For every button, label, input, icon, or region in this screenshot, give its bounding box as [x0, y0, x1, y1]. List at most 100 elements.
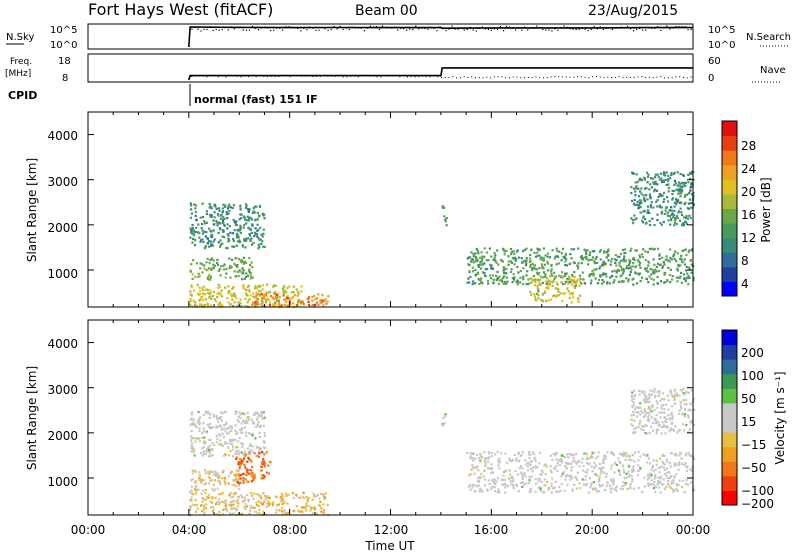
range-gate-cell	[261, 212, 264, 215]
range-gate-cell	[263, 432, 266, 435]
range-gate-cell	[199, 262, 202, 265]
range-gate-cell	[198, 471, 201, 474]
range-gate-cell	[314, 303, 317, 306]
range-gate-cell	[666, 476, 669, 480]
range-gate-cell	[193, 437, 196, 440]
range-gate-cell	[239, 227, 242, 231]
range-gate-cell	[312, 506, 315, 510]
range-gate-cell	[483, 272, 486, 275]
range-gate-cell	[192, 451, 196, 454]
range-gate-cell	[594, 464, 597, 467]
range-gate-cell	[246, 215, 249, 218]
range-gate-cell	[637, 187, 640, 190]
range-gate-cell	[268, 497, 271, 500]
range-gate-cell	[242, 476, 245, 480]
range-gate-cell	[568, 296, 571, 300]
range-gate-cell	[529, 463, 532, 466]
range-gate-cell	[230, 429, 233, 432]
nsearch-point	[203, 28, 205, 30]
range-gate-cell	[538, 462, 541, 465]
nave-point	[316, 75, 318, 77]
range-gate-cell	[253, 211, 256, 214]
range-gate-cell	[481, 282, 484, 285]
nsearch-point	[248, 29, 251, 31]
range-gate-cell	[648, 400, 651, 404]
nave-point	[618, 76, 620, 78]
nsearch-point	[297, 27, 299, 30]
range-gate-cell	[663, 273, 666, 276]
nsearch-point	[660, 29, 662, 32]
nave-point	[384, 75, 386, 77]
range-gate-cell	[681, 189, 684, 192]
range-gate-cell	[656, 247, 660, 250]
range-gate-cell	[207, 455, 210, 458]
range-gate-cell	[256, 211, 259, 215]
range-gate-cell	[648, 477, 651, 480]
nave-point	[342, 76, 344, 78]
range-gate-cell	[594, 465, 597, 468]
nsearch-point	[381, 25, 384, 27]
range-gate-cell	[202, 430, 205, 433]
range-gate-cell	[622, 270, 625, 273]
range-gate-cell	[670, 422, 673, 425]
range-gate-cell	[575, 453, 578, 456]
range-gate-cell	[535, 292, 538, 295]
range-gate-cell	[211, 510, 214, 513]
range-gate-cell	[537, 249, 540, 252]
range-gate-cell	[571, 489, 574, 492]
range-gate-cell	[305, 496, 308, 499]
range-gate-cell	[295, 288, 298, 291]
nave-tick-high: 60	[708, 56, 721, 67]
range-gate-cell	[205, 221, 208, 224]
range-gate-cell	[571, 291, 575, 294]
range-gate-cell	[651, 390, 654, 393]
range-gate-cell	[669, 475, 672, 478]
range-gate-cell	[216, 472, 219, 475]
range-gate-cell	[561, 247, 565, 250]
range-gate-cell	[560, 281, 563, 284]
range-gate-cell	[222, 236, 226, 239]
range-gate-cell	[555, 458, 558, 461]
range-gate-cell	[240, 261, 243, 264]
nsearch-point	[536, 25, 538, 27]
range-gate-cell	[225, 504, 228, 507]
range-gate-cell	[477, 252, 480, 255]
range-gate-cell	[219, 434, 222, 437]
nsearch-point	[427, 28, 429, 30]
range-gate-cell	[672, 490, 675, 493]
range-gate-cell	[522, 283, 525, 286]
range-gate-cell	[612, 281, 615, 284]
nsearch-point	[512, 27, 514, 29]
range-gate-cell	[650, 416, 653, 419]
range-gate-cell	[480, 281, 483, 284]
range-gate-cell	[673, 476, 676, 479]
range-gate-cell	[215, 441, 218, 444]
range-gate-cell	[528, 257, 531, 260]
nave-point	[516, 76, 518, 78]
range-gate-cell	[267, 500, 270, 503]
range-gate-cell	[671, 189, 674, 192]
range-gate-cell	[607, 248, 610, 251]
range-gate-cell	[540, 263, 543, 266]
range-gate-cell	[629, 266, 632, 269]
range-gate-cell	[300, 302, 303, 305]
range-gate-cell	[472, 261, 475, 264]
nsearch-point	[451, 25, 453, 27]
power-cbtick-24: 24	[741, 162, 756, 176]
range-gate-cell	[680, 407, 683, 410]
range-gate-cell	[572, 248, 576, 251]
range-gate-cell	[669, 428, 672, 431]
range-gate-cell	[441, 423, 444, 426]
range-gate-cell	[212, 415, 215, 418]
range-gate-cell	[619, 452, 622, 455]
range-gate-cell	[676, 431, 679, 434]
range-gate-cell	[678, 461, 681, 464]
range-gate-cell	[197, 293, 201, 296]
range-gate-cell	[230, 293, 233, 296]
range-gate-cell	[189, 216, 192, 219]
range-gate-cell	[649, 206, 652, 209]
range-gate-cell	[570, 301, 573, 304]
range-gate-cell	[561, 461, 564, 464]
range-gate-cell	[563, 282, 566, 286]
range-gate-cell	[569, 253, 572, 256]
